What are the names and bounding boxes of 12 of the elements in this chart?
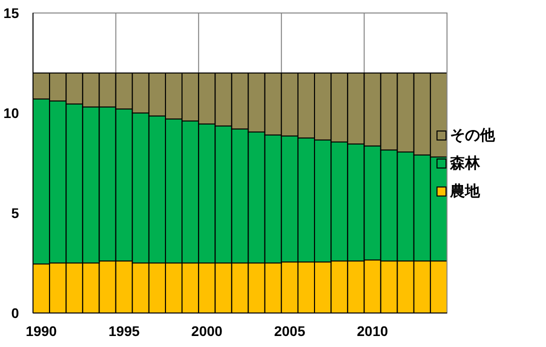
y-tick-label: 10 bbox=[3, 105, 20, 121]
x-tick-label: 1995 bbox=[108, 323, 140, 339]
y-tick-label: 0 bbox=[11, 305, 20, 321]
x-tick-label: 1990 bbox=[26, 323, 58, 339]
legend-label: その他 bbox=[450, 127, 496, 144]
y-tick-label: 15 bbox=[3, 5, 20, 21]
x-tick-label: 2000 bbox=[191, 323, 223, 339]
legend-label: 森林 bbox=[449, 155, 481, 172]
legend-label: 農地 bbox=[449, 183, 481, 200]
y-tick-label: 5 bbox=[11, 205, 20, 221]
x-tick-label: 2005 bbox=[274, 323, 306, 339]
x-tick-label: 2010 bbox=[356, 323, 388, 339]
